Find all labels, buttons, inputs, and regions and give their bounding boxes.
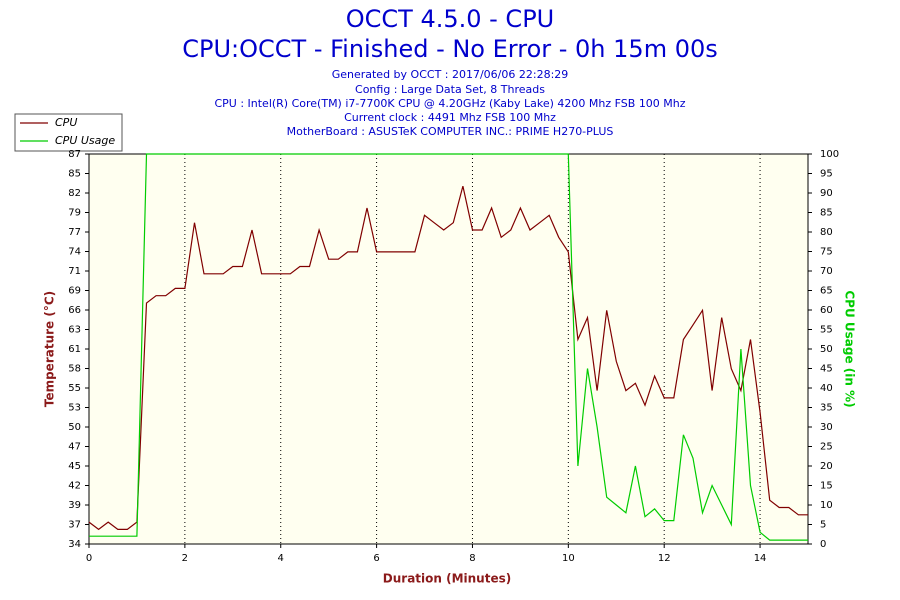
y-tick-label: 61 xyxy=(68,344,81,355)
y-tick-label: 69 xyxy=(68,286,81,297)
info-line: CPU : Intel(R) Core(TM) i7-7700K CPU @ 4… xyxy=(214,97,685,110)
y2-tick-label: 80 xyxy=(820,227,833,238)
y-tick-label: 39 xyxy=(68,500,81,511)
y2-tick-label: 0 xyxy=(820,539,826,550)
y2-tick-label: 45 xyxy=(820,364,833,375)
info-line: Current clock : 4491 Mhz FSB 100 Mhz xyxy=(344,111,556,124)
y-tick-label: 37 xyxy=(68,520,81,531)
y-tick-label: 45 xyxy=(68,461,81,472)
series-line xyxy=(89,153,808,541)
chart-title: OCCT 4.5.0 - CPU xyxy=(346,5,554,33)
y-tick-label: 34 xyxy=(68,539,81,550)
y-axis-label: Temperature (°C) xyxy=(43,291,57,407)
y-tick-label: 85 xyxy=(68,169,81,180)
y2-tick-label: 40 xyxy=(820,383,833,394)
y2-tick-label: 70 xyxy=(820,266,833,277)
y2-tick-label: 20 xyxy=(820,461,833,472)
plot-area xyxy=(88,153,809,545)
y2-tick-label: 85 xyxy=(820,208,833,219)
y2-tick-label: 55 xyxy=(820,325,833,336)
x-tick-label: 6 xyxy=(373,553,379,564)
y2-tick-label: 60 xyxy=(820,305,833,316)
y2-tick-label: 15 xyxy=(820,481,833,492)
info-line: MotherBoard : ASUSTeK COMPUTER INC.: PRI… xyxy=(287,125,614,138)
y2-axis-label: CPU Usage (in %) xyxy=(843,290,857,407)
x-tick-label: 2 xyxy=(182,553,188,564)
y2-tick-label: 100 xyxy=(820,149,839,160)
x-tick-label: 12 xyxy=(658,553,671,564)
info-line: Generated by OCCT : 2017/06/06 22:28:29 xyxy=(332,68,569,81)
legend-label: CPU Usage xyxy=(55,134,115,147)
y2-tick-label: 95 xyxy=(820,169,833,180)
y-tick-label: 58 xyxy=(68,364,81,375)
y2-tick-label: 35 xyxy=(820,403,833,414)
x-tick-label: 0 xyxy=(86,553,92,564)
y-tick-label: 42 xyxy=(68,481,81,492)
x-axis-label: Duration (Minutes) xyxy=(383,572,511,586)
y-tick-label: 82 xyxy=(68,188,81,199)
y2-tick-label: 25 xyxy=(820,442,833,453)
chart-subtitle: CPU:OCCT - Finished - No Error - 0h 15m … xyxy=(182,35,718,63)
y-tick-label: 55 xyxy=(68,383,81,394)
y-tick-label: 74 xyxy=(68,247,81,258)
x-tick-label: 4 xyxy=(278,553,284,564)
info-line: Config : Large Data Set, 8 Threads xyxy=(355,83,545,96)
y-tick-label: 53 xyxy=(68,403,81,414)
y2-tick-label: 75 xyxy=(820,247,833,258)
x-tick-label: 14 xyxy=(754,553,767,564)
y2-tick-label: 10 xyxy=(820,500,833,511)
y-tick-label: 66 xyxy=(68,305,81,316)
y2-tick-label: 50 xyxy=(820,344,833,355)
y-tick-label: 87 xyxy=(68,149,81,160)
y-tick-label: 71 xyxy=(68,266,81,277)
legend-box xyxy=(14,113,123,152)
x-tick-label: 10 xyxy=(562,553,575,564)
y-tick-label: 77 xyxy=(68,227,81,238)
x-tick-label: 8 xyxy=(469,553,475,564)
y-tick-label: 63 xyxy=(68,325,81,336)
series-line xyxy=(88,185,808,531)
y-tick-label: 50 xyxy=(68,422,81,433)
legend-label: CPU xyxy=(55,116,77,129)
y2-tick-label: 65 xyxy=(820,286,833,297)
y2-tick-label: 30 xyxy=(820,422,833,433)
y-tick-label: 47 xyxy=(68,442,81,453)
y2-tick-label: 90 xyxy=(820,188,833,199)
y-tick-label: 79 xyxy=(68,208,81,219)
y2-tick-label: 5 xyxy=(820,520,826,531)
